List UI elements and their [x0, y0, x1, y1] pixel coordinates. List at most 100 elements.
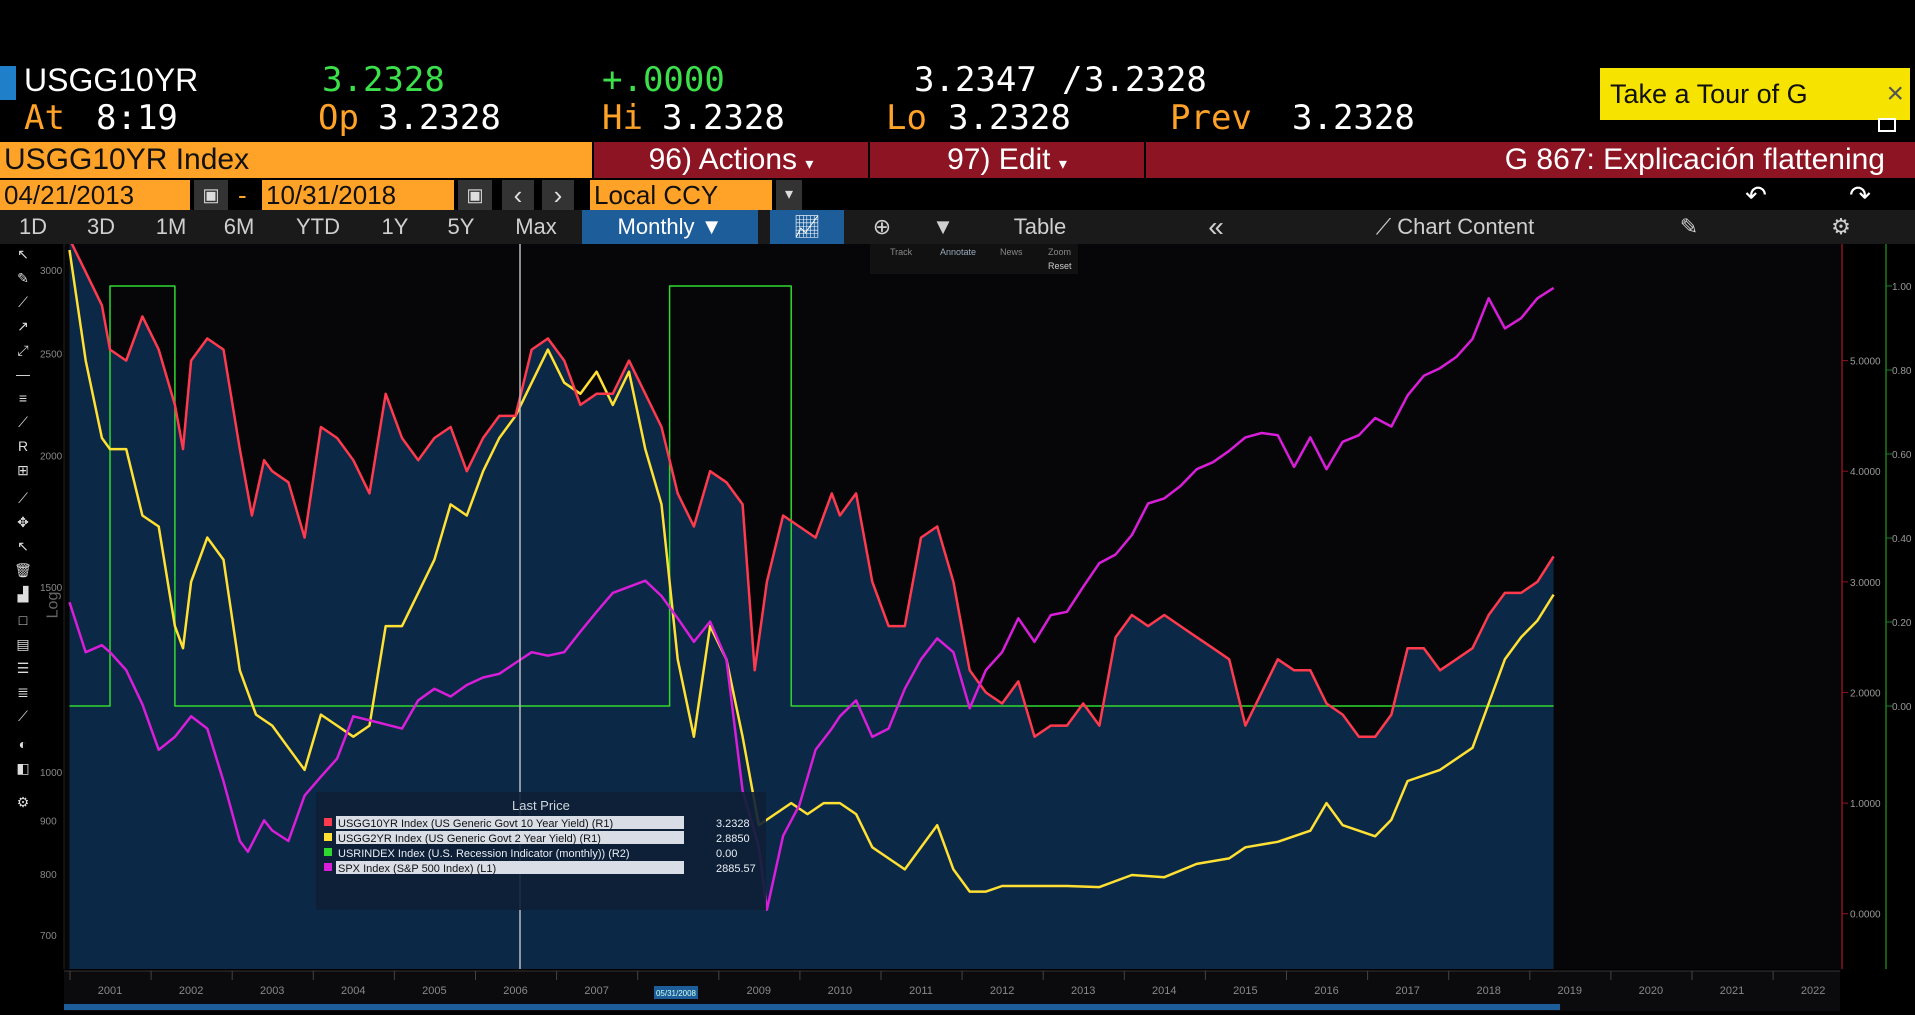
style-bars-icon[interactable]: ▤	[16, 636, 30, 652]
edit-chevron-icon: ▾	[1058, 156, 1067, 173]
start-date-field[interactable]: 04/21/2013	[0, 180, 190, 210]
delete-icon[interactable]: 🗑︎	[14, 562, 32, 578]
select-icon[interactable]: ↖	[17, 538, 29, 554]
line-tool-icon[interactable]: ⟋	[18, 490, 28, 506]
close-icon[interactable]: ×	[1886, 77, 1904, 110]
ray-icon[interactable]: ↗	[17, 318, 29, 334]
legend-swatch-usgg10	[324, 818, 332, 826]
reset-button[interactable]: Reset	[1048, 261, 1072, 271]
redo-icon[interactable]: ↷	[1849, 180, 1871, 210]
legend-label-recession: USRINDEX Index (U.S. Recession Indicator…	[338, 848, 630, 860]
collapse-icon[interactable]: «	[1208, 211, 1224, 242]
zoom-button[interactable]: Zoom	[1048, 247, 1071, 257]
function-bar: USGG10YR Index 96) Actions ▾ 97) Edit ▾ …	[0, 142, 1915, 178]
undo-icon[interactable]: ↶	[1745, 180, 1767, 210]
period-1y[interactable]: 1Y	[381, 214, 409, 239]
cursor-date-label: 05/31/2008	[656, 989, 697, 998]
edit-label[interactable]: 97) Edit	[947, 143, 1051, 176]
chart-title[interactable]: G 867: Explicación flattening	[1146, 142, 1915, 178]
frequency-select[interactable]: Monthly ▼	[582, 210, 758, 244]
series-recession	[69, 285, 1554, 707]
horizontal-line-icon[interactable]: —	[16, 366, 30, 382]
table-button[interactable]: Table	[1013, 214, 1067, 239]
chart-type-chevron-icon[interactable]: ▼	[932, 214, 954, 239]
window-restore-icon[interactable]	[1878, 118, 1896, 132]
chart-content-label[interactable]: Chart Content	[1397, 214, 1535, 239]
security-name[interactable]: USGG10YR Index	[0, 142, 592, 178]
actions-menu[interactable]: 96) Actions ▾	[594, 142, 868, 178]
actions-label[interactable]: 96) Actions	[648, 143, 798, 176]
start-calendar-icon[interactable]: ▣	[194, 180, 228, 210]
at-label: At	[24, 98, 65, 138]
brush-icon[interactable]: ⟋	[18, 414, 28, 430]
prev-period-button[interactable]: ‹	[502, 180, 534, 210]
chart-mini-controls: Track Annotate News Zoom Reset	[870, 244, 1078, 274]
legend-swatch-spx	[324, 863, 332, 871]
date-range-bar: 04/21/2013 ▣ - 10/31/2018 ▣ ‹ › Local CC…	[0, 180, 1915, 210]
left-axis-tick: 900	[40, 816, 57, 827]
period-6m[interactable]: 6M	[223, 214, 255, 239]
retracement-icon[interactable]: R	[17, 438, 29, 454]
period-1d[interactable]: 1D	[18, 214, 48, 239]
x-axis-tick: 2006	[503, 985, 527, 997]
legend-swatch-usgg2	[324, 833, 332, 841]
legend-label-usgg2: USGG2YR Index (US Generic Govt 2 Year Yi…	[338, 833, 601, 845]
trend-line-icon[interactable]: ⟋	[18, 294, 28, 310]
legend-label-usgg10: USGG10YR Index (US Generic Govt 10 Year …	[338, 818, 613, 830]
currency-select[interactable]: Local CCY	[590, 180, 772, 210]
period-5y[interactable]: 5Y	[447, 214, 475, 239]
actions-chevron-icon: ▾	[805, 156, 814, 173]
x-axis-tick: 2001	[98, 985, 122, 997]
right-axis-r1-tick: 2.0000	[1850, 688, 1881, 699]
news-button[interactable]: News	[1000, 247, 1023, 257]
take-tour-label[interactable]: Take a Tour of G	[1610, 79, 1808, 109]
line-chart-icon[interactable]: 📈︎	[770, 210, 844, 244]
period-max[interactable]: Max	[515, 214, 557, 239]
left-axis-tick: 2500	[40, 349, 63, 360]
move-icon[interactable]: ✥	[17, 514, 29, 530]
edit-pencil-icon[interactable]: ✎	[1679, 214, 1699, 239]
x-axis-tick: 2005	[422, 985, 446, 997]
line-style-icon[interactable]: ≣	[17, 684, 29, 700]
pointer-icon[interactable]: ↖	[17, 246, 29, 262]
price-chart[interactable]: 3000 2500 2000 1500 1000 900 800 700 5.0000 4.000…	[0, 244, 1915, 1015]
channel-icon[interactable]: ≡	[18, 390, 28, 406]
segment-icon[interactable]: ⤢	[17, 342, 29, 358]
right-axis-r2-tick: 1.00	[1892, 282, 1912, 293]
left-axis-tick: 700	[40, 931, 57, 942]
take-tour-banner[interactable]: Take a Tour of G ×	[1600, 68, 1910, 120]
style-box-icon[interactable]: □	[18, 612, 28, 628]
cursor-date-badge	[654, 986, 698, 999]
candlestick-icon[interactable]: ⊕	[872, 214, 892, 239]
x-axis-tick: 2019	[1558, 985, 1582, 997]
period-3d[interactable]: 3D	[86, 214, 116, 239]
frequency-label[interactable]: Monthly	[617, 214, 695, 239]
settings-gear-icon[interactable]: ⚙	[1831, 214, 1851, 239]
palette-icon[interactable]: ◧	[16, 760, 30, 776]
right-axis-r1-tick: 1.0000	[1850, 799, 1881, 810]
period-1m[interactable]: 1M	[155, 214, 187, 239]
legend-bg	[316, 792, 766, 910]
next-period-button[interactable]: ›	[542, 180, 574, 210]
pen-icon[interactable]: ✎	[17, 270, 29, 286]
low-label: Lo	[886, 98, 927, 138]
track-button[interactable]: Track	[890, 247, 913, 257]
end-date-field[interactable]: 10/31/2018	[262, 180, 454, 210]
annotate-button[interactable]: Annotate	[940, 247, 976, 257]
legend-label-bg	[336, 816, 684, 829]
edit-menu[interactable]: 97) Edit ▾	[870, 142, 1144, 178]
magnet-icon[interactable]: ◐	[18, 736, 28, 752]
period-ytd[interactable]: YTD	[296, 214, 340, 239]
tool-settings-icon[interactable]: ⚙	[16, 794, 30, 810]
left-axis-tick: 1000	[40, 768, 63, 779]
eraser-icon[interactable]: ⟋	[18, 708, 28, 724]
end-calendar-icon[interactable]: ▣	[458, 180, 492, 210]
line-width-icon[interactable]: ☰	[16, 660, 30, 676]
left-axis-tick: 1500	[40, 583, 63, 594]
log-toggle-icon[interactable]: ▟	[17, 586, 29, 602]
legend-value-usgg2: 2.8850	[716, 833, 750, 845]
x-axis-tick: 2002	[179, 985, 203, 997]
currency-chevron-icon[interactable]: ▾	[776, 180, 802, 210]
chart-content-button[interactable]: ⟋ Chart Content	[1330, 210, 1580, 244]
fibonacci-icon[interactable]: ⊞	[17, 462, 29, 478]
